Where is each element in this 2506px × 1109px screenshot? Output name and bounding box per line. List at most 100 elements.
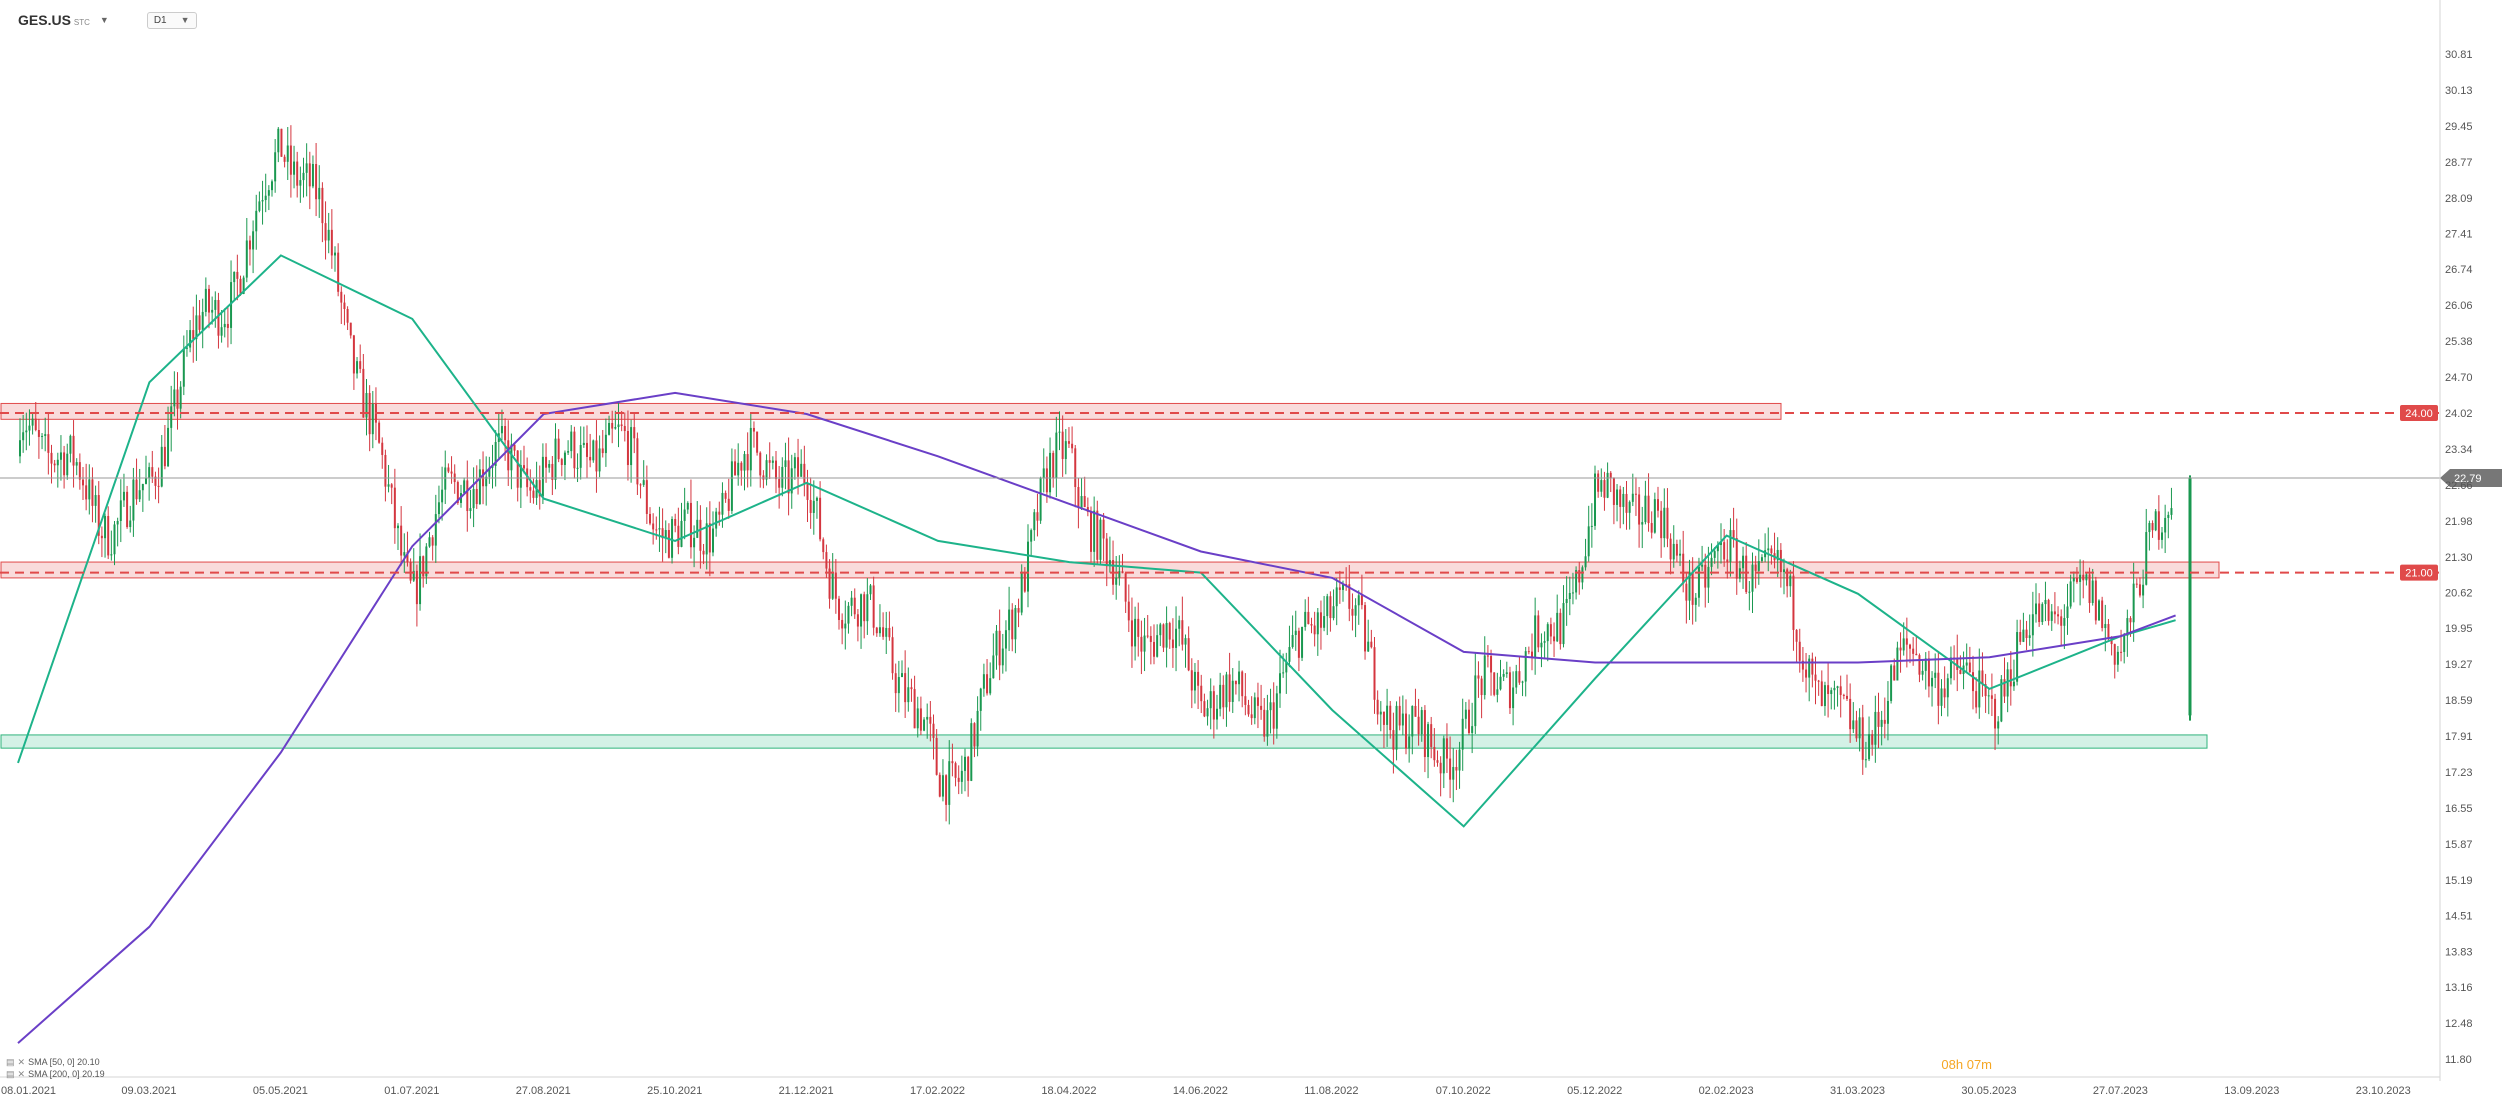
candle-body xyxy=(841,619,844,629)
candle xyxy=(1382,711,1385,748)
candle xyxy=(1039,476,1042,524)
candle xyxy=(516,450,519,502)
candle-body xyxy=(59,452,62,460)
candle-body xyxy=(1553,636,1556,642)
candle-body xyxy=(1691,571,1694,605)
ticker-selector[interactable]: GES.US STC xyxy=(18,12,90,28)
candle-body xyxy=(1364,605,1367,652)
candle-body xyxy=(1631,493,1634,502)
candle xyxy=(1017,598,1020,628)
chevron-down-icon[interactable]: ▼ xyxy=(99,15,109,25)
candle-body xyxy=(2047,599,2050,621)
candle xyxy=(2157,495,2160,550)
candle xyxy=(485,456,488,506)
candle xyxy=(1310,617,1313,634)
candle xyxy=(63,445,66,489)
candle-body xyxy=(274,152,277,182)
candle-body xyxy=(2107,624,2110,639)
candle xyxy=(286,127,289,181)
candle xyxy=(891,626,894,680)
candle-body xyxy=(318,187,321,200)
candle-body xyxy=(1080,496,1083,508)
candle xyxy=(737,443,740,486)
eye-icon[interactable]: ▤ xyxy=(6,1057,15,1067)
candle-body xyxy=(2072,577,2075,582)
candle xyxy=(967,755,970,797)
candle-body xyxy=(1600,480,1603,492)
candle xyxy=(1600,468,1603,497)
candle xyxy=(82,466,84,500)
candle-body xyxy=(217,299,220,336)
close-icon[interactable]: ✕ xyxy=(17,1069,26,1079)
candle xyxy=(1395,701,1398,761)
candle-body xyxy=(198,315,201,330)
candle xyxy=(815,496,818,519)
candle xyxy=(1445,723,1448,773)
candle xyxy=(37,418,40,459)
candle-body xyxy=(1127,601,1130,621)
candle-body xyxy=(1329,596,1332,619)
candle-body xyxy=(1745,555,1748,593)
candle-body xyxy=(2063,617,2066,626)
eye-icon[interactable]: ▤ xyxy=(6,1069,15,1079)
candle-body xyxy=(765,460,768,480)
candle-body xyxy=(1134,618,1137,647)
x-tick-label: 17.02.2022 xyxy=(910,1085,965,1097)
candle-body xyxy=(1458,749,1461,771)
close-icon[interactable]: ✕ xyxy=(17,1057,26,1067)
candle xyxy=(154,471,157,500)
candle-body xyxy=(1688,571,1691,601)
candle xyxy=(1149,626,1152,665)
timeframe-select[interactable]: D1 ▼ xyxy=(146,11,197,29)
candle xyxy=(1231,668,1234,714)
candle xyxy=(652,513,655,545)
candle-body xyxy=(1250,714,1253,719)
candle xyxy=(2098,599,2100,621)
candle xyxy=(1556,594,1559,643)
candle-body xyxy=(1805,669,1808,678)
candle xyxy=(636,432,639,496)
candle-body xyxy=(2126,618,2129,636)
candle xyxy=(397,523,399,551)
candle-body xyxy=(1338,587,1341,590)
candle-body xyxy=(444,467,447,490)
y-tick-label: 22.66 xyxy=(2445,480,2473,492)
candle xyxy=(995,624,998,670)
candle-body xyxy=(1168,623,1171,640)
candle-body xyxy=(1701,564,1704,567)
candle-body xyxy=(1537,615,1540,648)
candle-body xyxy=(1823,685,1826,707)
candle-body xyxy=(548,463,551,468)
candle xyxy=(478,459,481,505)
candle-body xyxy=(1975,691,1978,708)
candle xyxy=(1364,602,1367,660)
candle-body xyxy=(1767,548,1770,551)
candle-body xyxy=(1959,669,1962,675)
candle-body xyxy=(973,723,976,747)
candle-body xyxy=(2151,523,2154,531)
candle xyxy=(2006,662,2009,713)
candle-body xyxy=(1231,680,1234,702)
candle xyxy=(428,531,431,548)
candle xyxy=(2069,574,2072,609)
candle xyxy=(447,463,450,474)
candle-body xyxy=(2057,614,2060,617)
sma200-line xyxy=(17,391,2176,1044)
candle xyxy=(1814,656,1817,705)
candle xyxy=(957,765,960,795)
candle-body xyxy=(964,756,966,771)
candle-body xyxy=(1896,647,1899,681)
candle-body xyxy=(686,502,689,510)
candle xyxy=(69,434,72,463)
candle xyxy=(844,600,847,650)
candle xyxy=(239,275,242,296)
candle-body xyxy=(620,424,623,426)
candle xyxy=(712,511,714,557)
candle xyxy=(340,286,343,324)
candle-body xyxy=(2110,638,2113,645)
candle-body xyxy=(116,520,119,525)
candle xyxy=(1861,704,1864,775)
sma50-line xyxy=(17,254,2176,828)
candle-body xyxy=(926,716,929,720)
